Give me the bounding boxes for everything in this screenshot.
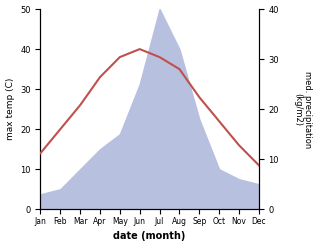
Y-axis label: max temp (C): max temp (C) <box>5 78 15 140</box>
Y-axis label: med. precipitation
(kg/m2): med. precipitation (kg/m2) <box>293 71 313 148</box>
X-axis label: date (month): date (month) <box>114 231 186 242</box>
